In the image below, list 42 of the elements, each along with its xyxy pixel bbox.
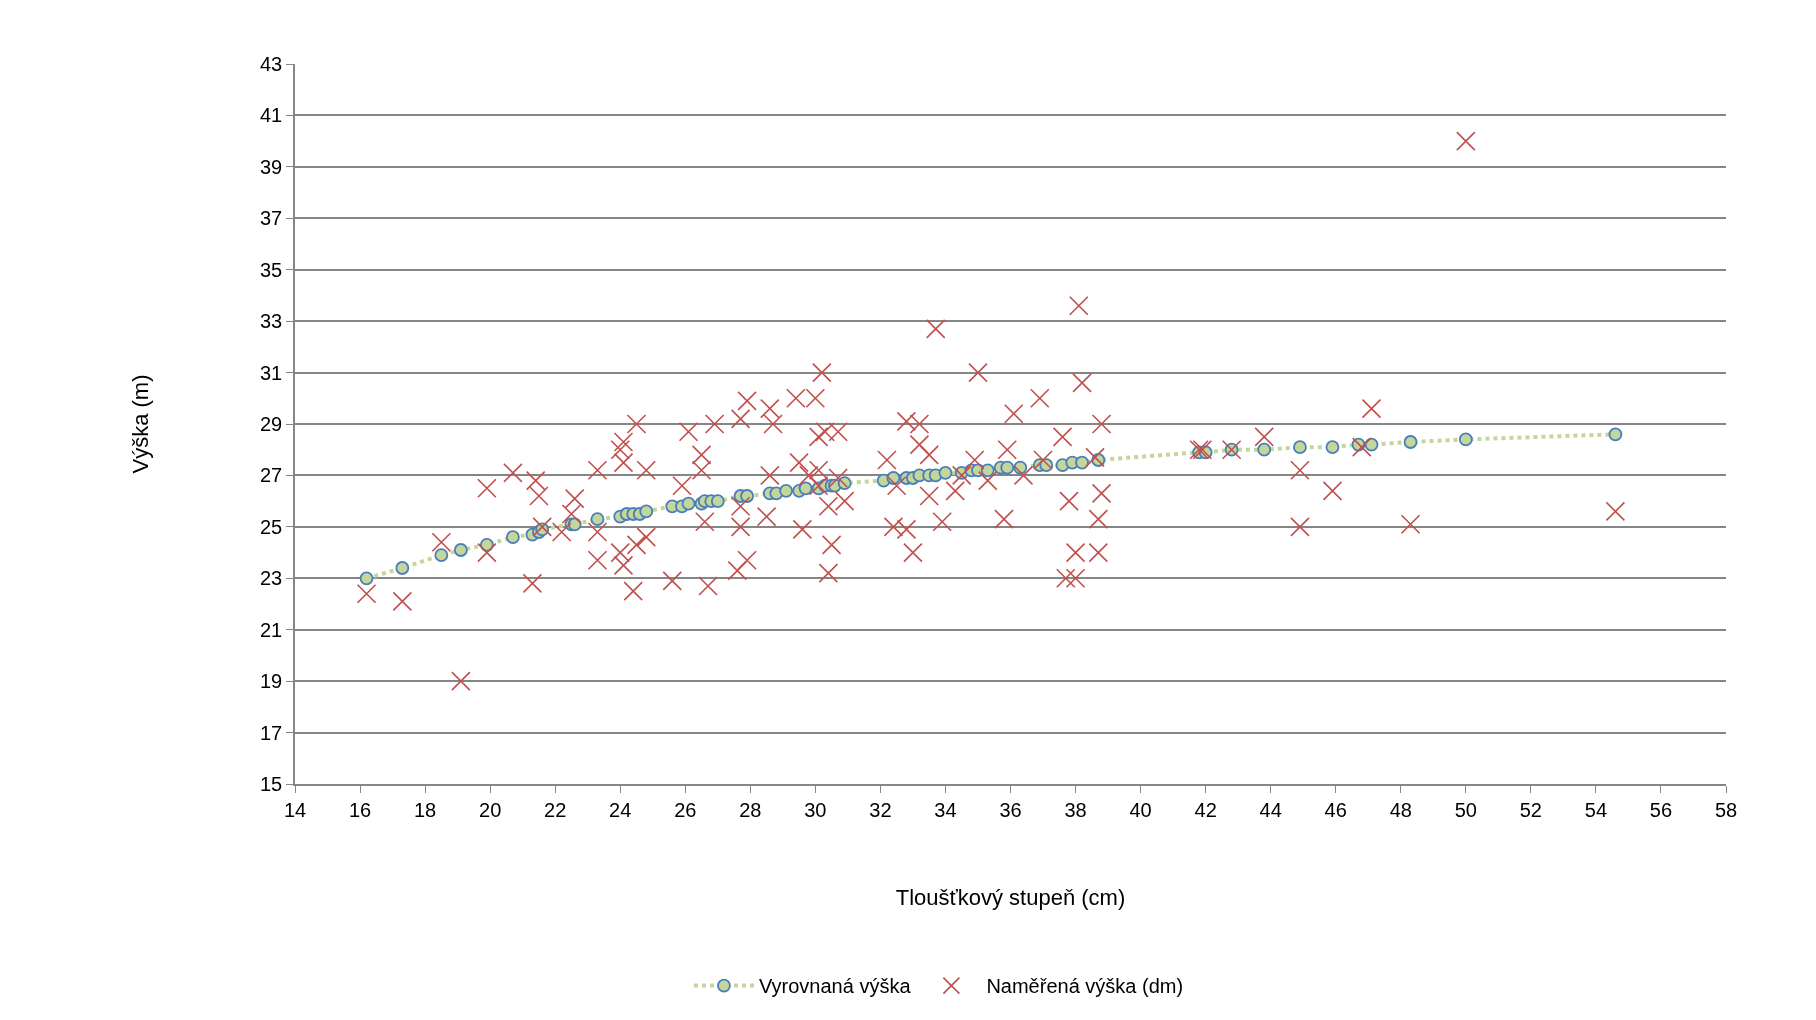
y-tick-label: 15 [260,773,283,795]
x-tick-label: 42 [1194,798,1217,821]
y-tick-label: 35 [260,258,283,281]
x-tick-label: 44 [1259,798,1282,821]
x-tick-label: 50 [1454,798,1477,821]
x-tick-label: 28 [739,798,762,821]
y-tick-label: 25 [260,515,283,538]
x-tick-label: 38 [1064,798,1087,821]
y-tick-label: 37 [260,207,283,230]
x-tick-label: 18 [413,798,437,821]
x-tick-label: 20 [479,798,502,821]
y-tick-label: 39 [260,155,283,178]
y-tick-label: 41 [260,104,283,127]
x-tick-label: 34 [934,798,957,821]
y-tick-label: 31 [260,361,283,384]
y-tick-label: 19 [260,670,283,693]
x-tick-label: 54 [1584,798,1608,821]
x-tick-label: 26 [674,798,697,821]
legend-label: Vyrovnaná výška [758,975,912,998]
x-tick-label: 46 [1324,798,1347,821]
x-tick-label: 48 [1389,798,1412,821]
y-tick-label: 29 [260,413,283,435]
y-tick-label: 21 [260,618,283,641]
x-axis-title: Tloušťkový stupeň (cm) [895,885,1126,911]
x-tick-label: 24 [609,798,632,821]
legend-label: Naměřená výška (dm) [986,975,1184,998]
y-tick-label: 17 [260,721,283,744]
y-tick-label: 33 [260,310,283,333]
y-tick-label: 27 [260,464,283,487]
x-tick-label: 32 [869,798,892,821]
y-tick-label: 43 [260,53,283,75]
x-tick-label: 58 [1714,798,1738,821]
x-tick-label: 40 [1129,798,1152,821]
x-tick-label: 14 [283,798,307,821]
y-tick-label: 23 [260,567,283,590]
x-tick-label: 22 [544,798,567,821]
y-axis-title: Výška (m) [128,374,154,474]
x-tick-label: 16 [348,798,372,821]
x-tick-label: 30 [804,798,827,821]
x-tick-label: 52 [1519,798,1542,821]
x-tick-label: 56 [1649,798,1673,821]
x-tick-label: 36 [999,798,1022,821]
